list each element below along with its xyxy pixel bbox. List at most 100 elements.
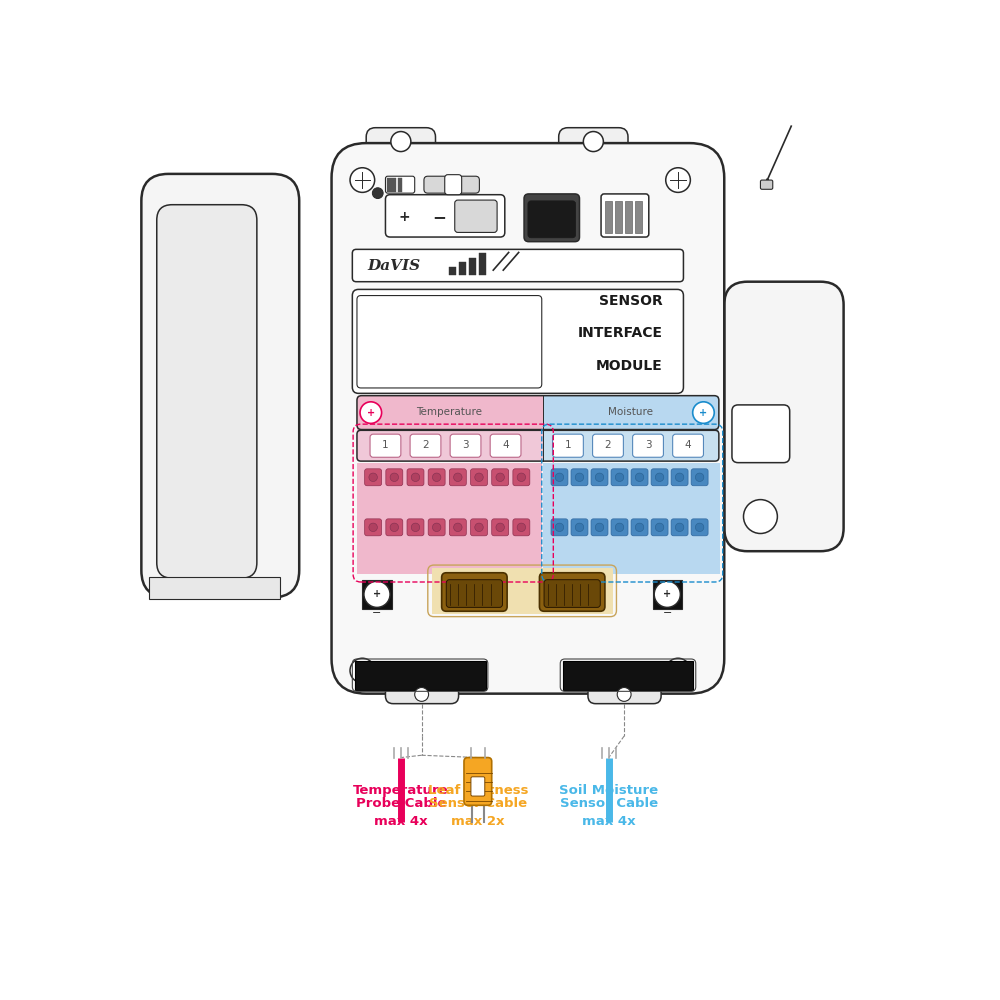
Text: +: +: [663, 589, 671, 599]
FancyBboxPatch shape: [633, 434, 663, 457]
FancyBboxPatch shape: [724, 282, 844, 551]
Bar: [357, 396, 543, 430]
FancyBboxPatch shape: [407, 469, 424, 486]
Circle shape: [615, 523, 624, 532]
Circle shape: [369, 473, 377, 482]
Circle shape: [475, 523, 483, 532]
FancyBboxPatch shape: [524, 194, 579, 242]
Text: Probe Cable: Probe Cable: [356, 797, 446, 810]
Text: max 4x: max 4x: [374, 815, 428, 828]
Circle shape: [555, 523, 564, 532]
FancyBboxPatch shape: [370, 434, 401, 457]
FancyBboxPatch shape: [141, 174, 299, 597]
Text: 3: 3: [462, 440, 469, 450]
Circle shape: [517, 473, 526, 482]
Text: −: −: [432, 208, 446, 226]
Circle shape: [432, 523, 441, 532]
Bar: [459, 262, 466, 275]
FancyBboxPatch shape: [492, 469, 509, 486]
Text: 4: 4: [502, 440, 509, 450]
FancyBboxPatch shape: [544, 580, 600, 607]
Circle shape: [360, 402, 382, 423]
Circle shape: [350, 168, 375, 192]
Text: Leaf Wetness: Leaf Wetness: [428, 784, 528, 797]
FancyBboxPatch shape: [631, 469, 648, 486]
Text: −: −: [372, 608, 382, 618]
FancyBboxPatch shape: [539, 573, 605, 611]
FancyBboxPatch shape: [455, 200, 497, 232]
FancyBboxPatch shape: [611, 469, 628, 486]
Circle shape: [617, 687, 631, 701]
FancyBboxPatch shape: [442, 573, 507, 611]
FancyBboxPatch shape: [760, 180, 773, 189]
FancyBboxPatch shape: [471, 469, 487, 486]
Text: DaVIS: DaVIS: [368, 259, 421, 273]
FancyBboxPatch shape: [428, 469, 445, 486]
FancyBboxPatch shape: [385, 685, 459, 704]
FancyBboxPatch shape: [410, 434, 441, 457]
FancyBboxPatch shape: [492, 519, 509, 536]
Circle shape: [517, 523, 526, 532]
Bar: [432, 568, 613, 614]
Circle shape: [454, 523, 462, 532]
Circle shape: [555, 473, 564, 482]
Text: max 2x: max 2x: [451, 815, 505, 828]
FancyBboxPatch shape: [528, 201, 576, 238]
FancyBboxPatch shape: [385, 176, 415, 193]
Text: 2: 2: [605, 440, 611, 450]
FancyBboxPatch shape: [450, 434, 481, 457]
Circle shape: [390, 473, 399, 482]
FancyBboxPatch shape: [352, 289, 683, 393]
FancyBboxPatch shape: [553, 434, 583, 457]
FancyBboxPatch shape: [611, 519, 628, 536]
Bar: [605, 201, 612, 233]
Circle shape: [655, 473, 664, 482]
Bar: [398, 178, 402, 192]
Text: Soil Moisture: Soil Moisture: [559, 784, 658, 797]
Text: Moisture: Moisture: [608, 407, 653, 417]
Circle shape: [655, 523, 664, 532]
Circle shape: [693, 402, 714, 423]
FancyBboxPatch shape: [571, 519, 588, 536]
Circle shape: [635, 523, 644, 532]
Text: Sensor Cable: Sensor Cable: [560, 797, 658, 810]
FancyBboxPatch shape: [446, 580, 502, 607]
Circle shape: [575, 473, 584, 482]
FancyBboxPatch shape: [601, 194, 649, 237]
Bar: [615, 201, 622, 233]
Bar: [355, 661, 486, 690]
Circle shape: [369, 523, 377, 532]
Bar: [362, 580, 392, 609]
FancyBboxPatch shape: [588, 685, 661, 704]
FancyBboxPatch shape: [385, 195, 505, 237]
Circle shape: [615, 473, 624, 482]
FancyBboxPatch shape: [651, 519, 668, 536]
Bar: [543, 430, 719, 461]
Circle shape: [675, 523, 684, 532]
Text: INTERFACE: INTERFACE: [578, 326, 663, 340]
FancyBboxPatch shape: [471, 519, 487, 536]
FancyBboxPatch shape: [464, 758, 492, 805]
Circle shape: [454, 473, 462, 482]
Circle shape: [675, 473, 684, 482]
FancyBboxPatch shape: [591, 469, 608, 486]
FancyBboxPatch shape: [671, 519, 688, 536]
FancyBboxPatch shape: [571, 469, 588, 486]
FancyBboxPatch shape: [559, 128, 628, 155]
FancyBboxPatch shape: [386, 519, 403, 536]
Text: 1: 1: [565, 440, 571, 450]
FancyBboxPatch shape: [490, 434, 521, 457]
FancyBboxPatch shape: [651, 469, 668, 486]
FancyBboxPatch shape: [449, 519, 466, 536]
Text: 1: 1: [382, 440, 389, 450]
Circle shape: [496, 523, 504, 532]
Bar: [543, 396, 719, 430]
Bar: [357, 463, 542, 574]
FancyBboxPatch shape: [449, 469, 466, 486]
FancyBboxPatch shape: [673, 434, 703, 457]
Circle shape: [390, 523, 399, 532]
FancyBboxPatch shape: [407, 519, 424, 536]
Circle shape: [411, 523, 420, 532]
Circle shape: [654, 581, 680, 607]
Circle shape: [475, 473, 483, 482]
